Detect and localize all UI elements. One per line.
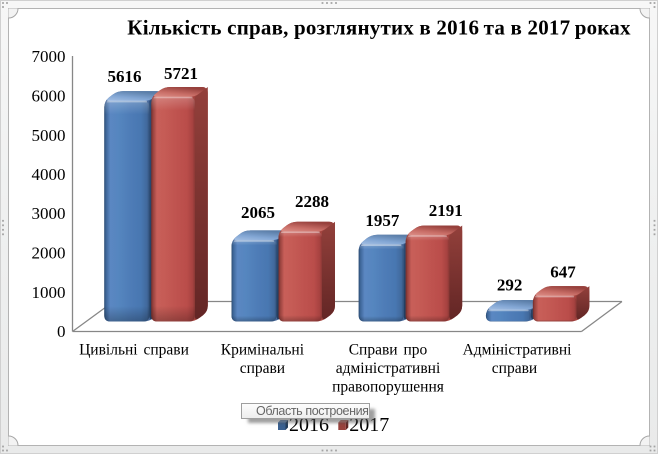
svg-text:Адміністративні: Адміністративні	[463, 342, 573, 359]
svg-text:Кримінальні: Кримінальні	[221, 342, 305, 359]
svg-text:Цивільні справи: Цивільні справи	[79, 342, 189, 359]
svg-text:292: 292	[497, 276, 523, 295]
svg-text:5721: 5721	[164, 64, 198, 83]
svg-text:правопорушення: правопорушення	[332, 379, 444, 396]
svg-text:6000: 6000	[32, 87, 66, 106]
svg-text:1000: 1000	[32, 283, 66, 302]
svg-text:2017: 2017	[349, 414, 389, 436]
svg-text:2000: 2000	[32, 244, 66, 263]
svg-text:7000: 7000	[32, 47, 66, 66]
svg-text:0: 0	[57, 322, 66, 341]
svg-text:2016: 2016	[289, 414, 329, 436]
svg-text:3000: 3000	[32, 204, 66, 223]
svg-text:647: 647	[550, 263, 576, 282]
svg-text:справи: справи	[240, 360, 285, 377]
svg-text:Кількість справ, розглянутих в: Кількість справ, розглянутих в 2016 та в…	[127, 16, 631, 40]
svg-text:1957: 1957	[365, 211, 400, 230]
svg-text:2288: 2288	[295, 192, 329, 211]
svg-text:2191: 2191	[429, 201, 463, 220]
svg-text:2065: 2065	[241, 203, 275, 222]
svg-text:адміністративні: адміністративні	[336, 360, 441, 377]
svg-text:справи: справи	[492, 360, 537, 377]
svg-text:5616: 5616	[108, 67, 142, 86]
svg-text:5000: 5000	[32, 126, 66, 145]
svg-text:Справи про: Справи про	[349, 342, 428, 359]
svg-text:4000: 4000	[32, 165, 66, 184]
